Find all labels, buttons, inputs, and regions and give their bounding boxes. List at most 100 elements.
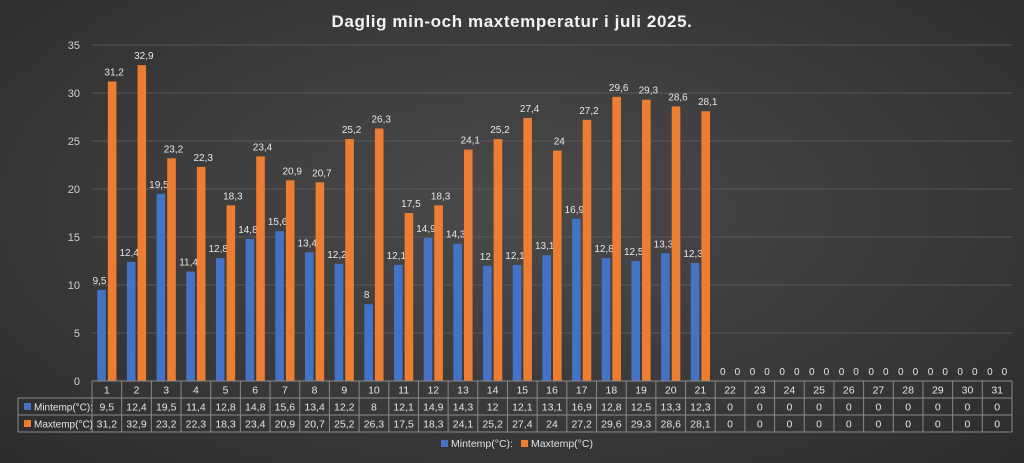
min-temp-data-label: 11,4 [179, 258, 198, 269]
min-temp-table-cell: 0 [727, 402, 733, 414]
min-temp-data-label: 12,2 [327, 250, 347, 261]
x-category-label: 30 [962, 385, 974, 397]
max-temp-bar [226, 205, 236, 381]
max-temp-table-cell: 0 [816, 419, 822, 431]
y-tick-label: 30 [68, 88, 80, 100]
max-temp-table-cell: 31,2 [97, 419, 118, 431]
max-temp-table-cell: 28,6 [660, 419, 681, 431]
min-temp-bar [572, 218, 581, 381]
y-tick-label: 10 [68, 280, 80, 292]
min-temp-bar [483, 265, 492, 381]
max-temp-bar [463, 149, 473, 381]
x-category-label: 18 [606, 385, 618, 397]
min-temp-table-cell: 12,2 [334, 402, 355, 414]
min-temp-data-label: 12,1 [387, 251, 407, 262]
min-temp-row-header: Mintemp(°C): [34, 403, 93, 414]
min-temp-table-cell: 12,4 [126, 402, 147, 414]
min-temp-bar [186, 271, 195, 381]
max-temp-bar [701, 111, 710, 382]
min-temp-table-cell: 8 [371, 402, 377, 414]
min-temp-bar [690, 262, 700, 381]
x-category-label: 19 [635, 385, 647, 397]
max-temp-bar [553, 150, 562, 381]
max-temp-data-label: 23,4 [253, 142, 273, 153]
min-temp-bar [423, 237, 433, 381]
min-temp-table-cell: 0 [816, 402, 822, 414]
x-category-label: 17 [576, 385, 588, 397]
x-category-label: 29 [932, 385, 944, 397]
max-temp-table-cell: 22,3 [186, 419, 207, 431]
max-temp-table-cell: 0 [876, 419, 882, 431]
min-temp-table-cell: 12,1 [393, 402, 414, 414]
min-temp-table-cell: 13,1 [542, 402, 563, 414]
min-temp-table-cell: 15,6 [275, 402, 296, 414]
max-temp-data-label: 18,3 [223, 191, 243, 202]
max-temp-table-cell: 0 [846, 419, 852, 431]
x-category-label: 23 [754, 385, 766, 397]
min-temp-data-label: 14,9 [416, 224, 436, 235]
min-temp-table-key [24, 403, 31, 410]
max-temp-table-cell: 20,7 [304, 419, 325, 431]
min-temp-table-cell: 0 [935, 402, 941, 414]
min-temp-data-label: 12,4 [119, 248, 139, 259]
min-temp-table-cell: 12,1 [512, 402, 533, 414]
max-temp-data-label: 25,2 [490, 125, 510, 136]
min-temp-table-cell: 12,8 [601, 402, 622, 414]
max-temp-table-cell: 27,2 [571, 419, 592, 431]
min-temp-table-cell: 12,5 [631, 402, 652, 414]
min-temp-bar [126, 261, 136, 381]
max-temp-table-cell: 24 [546, 419, 558, 431]
min-temp-table-cell: 14,9 [423, 402, 444, 414]
max-temp-data-label: 0 [1002, 367, 1008, 378]
min-temp-table-cell: 0 [994, 402, 1000, 414]
y-tick-label: 20 [68, 184, 80, 196]
x-category-label: 10 [368, 385, 380, 397]
min-temp-table-cell: 0 [757, 402, 763, 414]
max-temp-bar [642, 99, 651, 381]
min-temp-data-label: 13,1 [535, 241, 555, 252]
min-temp-data-label: 0 [779, 367, 785, 378]
max-temp-data-label: 32,9 [134, 51, 154, 62]
max-temp-data-label: 31,2 [104, 67, 124, 78]
min-temp-table-cell: 0 [876, 402, 882, 414]
min-temp-table-cell: 0 [965, 402, 971, 414]
max-temp-table-key [24, 420, 31, 427]
max-temp-table-cell: 0 [786, 419, 792, 431]
min-temp-bar [453, 243, 462, 381]
max-temp-table-cell: 26,3 [364, 419, 385, 431]
min-temp-table-cell: 12,8 [215, 402, 236, 414]
min-temp-table-cell: 13,3 [660, 402, 681, 414]
max-temp-bar [374, 128, 384, 381]
min-temp-data-label: 0 [750, 367, 756, 378]
y-tick-label: 0 [74, 376, 80, 388]
max-temp-bar [523, 117, 532, 382]
x-category-label: 4 [193, 385, 199, 397]
min-temp-table-cell: 14,3 [453, 402, 474, 414]
min-temp-data-label: 0 [898, 367, 904, 378]
x-category-label: 1 [104, 385, 110, 397]
max-temp-data-label: 20,7 [312, 168, 332, 179]
max-temp-legend-label: Maxtemp(°C) [531, 438, 593, 450]
max-temp-data-label: 27,4 [520, 104, 540, 115]
min-temp-data-label: 9,5 [93, 276, 107, 287]
min-temp-table-cell: 0 [786, 402, 792, 414]
min-temp-bar [661, 253, 670, 381]
x-category-label: 31 [991, 385, 1003, 397]
min-temp-table-cell: 12 [487, 402, 499, 414]
max-temp-data-label: 24 [554, 137, 566, 148]
min-temp-data-label: 12,1 [505, 251, 525, 262]
min-temp-table-cell: 0 [846, 402, 852, 414]
x-category-label: 11 [398, 385, 409, 397]
x-category-label: 20 [665, 385, 677, 397]
max-temp-table-cell: 0 [905, 419, 911, 431]
max-temp-data-label: 28,1 [698, 97, 718, 108]
min-temp-table-cell: 13,4 [304, 402, 325, 414]
max-temp-data-label: 17,5 [401, 199, 421, 210]
min-temp-table-cell: 0 [905, 402, 911, 414]
min-temp-bar [245, 238, 255, 381]
max-temp-bar [404, 213, 414, 381]
x-category-label: 6 [252, 385, 258, 397]
max-temp-data-label: 20,9 [282, 166, 302, 177]
x-category-label: 26 [843, 385, 855, 397]
